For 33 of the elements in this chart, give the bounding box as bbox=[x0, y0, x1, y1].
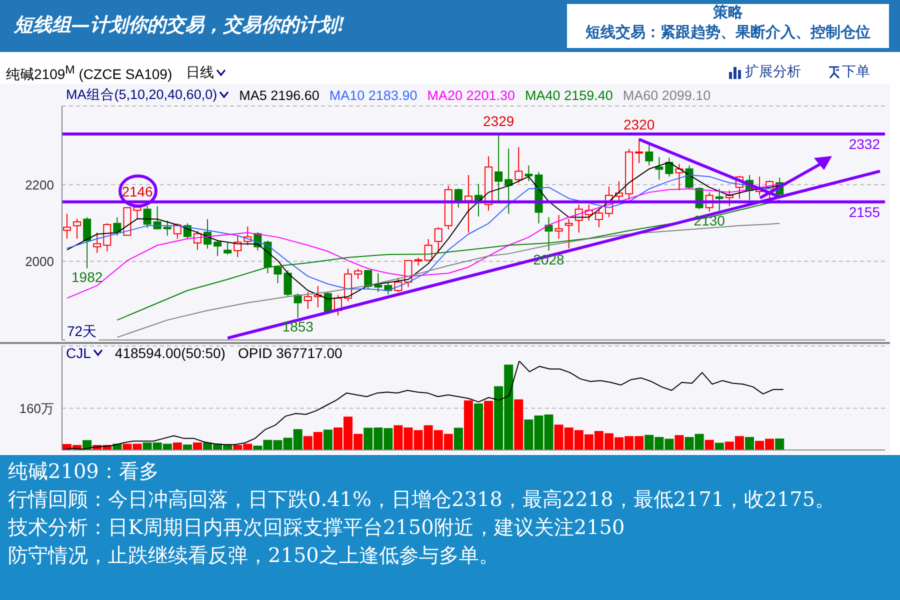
annotation: 1982 bbox=[72, 269, 103, 286]
text: 防守情况，止跌继续看反弹，2150之上逢低参与多单。 bbox=[8, 542, 500, 569]
text: MA5 2196.60 bbox=[239, 88, 320, 102]
text: MA20 2201.30 bbox=[427, 88, 516, 102]
text: MA10 2183.90 bbox=[329, 88, 418, 102]
text: MA60 2099.10 bbox=[622, 88, 711, 102]
annotation: 2146 bbox=[122, 183, 154, 200]
text: 短线组—计划你的交易，交易你的计划! bbox=[14, 13, 346, 38]
y-tick-label: 160万 bbox=[19, 400, 54, 416]
annotation: 418594.00(50:50) bbox=[114, 345, 226, 361]
text: 短线交易：紧跟趋势、果断介入、控制仓位 bbox=[584, 23, 872, 43]
annotation: 72天 bbox=[65, 323, 99, 341]
text: 日线 bbox=[186, 64, 216, 82]
chart-title: 纯碱2109$^{M}$ (CZCE SA109) bbox=[6, 63, 172, 82]
legend-title: MA组合(5,10,20,40,60,0) bbox=[66, 86, 218, 104]
text: 纯碱2109：看多 bbox=[8, 458, 160, 485]
text: 扩展分析 bbox=[744, 63, 801, 81]
chart-title: OPID 367717.00 bbox=[238, 345, 342, 361]
text: 下单 bbox=[841, 63, 870, 81]
annotation: 2130 bbox=[694, 212, 726, 228]
ref-line-label: 2155 bbox=[848, 204, 880, 220]
text: 行情回顾：今日冲高回落，日下跌0.41%，日增仓2318，最高2218，最低2171，收2175。 bbox=[8, 486, 836, 513]
text: MA40 2159.40 bbox=[525, 88, 613, 102]
ref-line-label: 2332 bbox=[848, 136, 880, 152]
annotation: 1853 bbox=[282, 318, 314, 335]
y-tick-label: 2000 bbox=[25, 254, 54, 269]
annotation: 2028 bbox=[533, 252, 565, 268]
annotation: 2329 bbox=[483, 113, 514, 130]
y-tick-label: 2200 bbox=[25, 177, 54, 192]
text: 技术分析：日K周期日内再次回踩支撑平台2150附近，建议关注2150 bbox=[8, 514, 626, 541]
chart-title: CJL bbox=[66, 345, 92, 361]
annotation: 2320 bbox=[624, 116, 655, 133]
text: 策略 bbox=[712, 4, 744, 22]
